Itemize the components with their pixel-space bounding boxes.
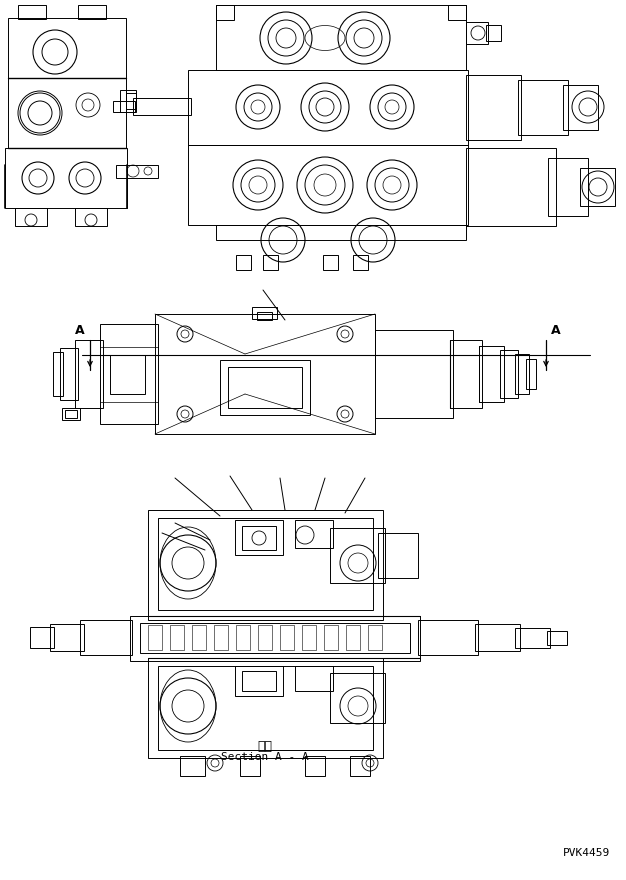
Bar <box>50 624 84 651</box>
Bar <box>368 625 382 650</box>
Bar <box>295 520 333 548</box>
Bar <box>375 330 453 418</box>
Text: Section A - A: Section A - A <box>221 752 309 762</box>
Bar <box>240 756 260 776</box>
Bar <box>324 625 338 650</box>
Bar <box>258 625 272 650</box>
Bar <box>280 625 294 650</box>
Bar <box>15 208 47 226</box>
Bar <box>75 208 107 226</box>
Bar <box>216 5 466 70</box>
Bar <box>80 620 132 655</box>
Bar <box>330 528 385 583</box>
Bar <box>350 756 370 776</box>
Bar <box>148 625 162 650</box>
Bar <box>170 625 184 650</box>
Bar <box>242 526 276 550</box>
Bar <box>30 627 54 648</box>
Bar <box>548 158 588 216</box>
Bar <box>466 148 556 226</box>
Bar <box>130 616 420 661</box>
Bar <box>450 340 482 408</box>
Bar <box>353 255 368 270</box>
Text: PVK4459: PVK4459 <box>563 848 610 858</box>
Bar <box>448 5 466 20</box>
Text: A: A <box>75 324 85 336</box>
Bar <box>235 520 283 555</box>
Bar <box>113 101 135 112</box>
Bar <box>252 307 277 319</box>
Bar <box>235 666 283 696</box>
Bar <box>62 408 80 420</box>
Bar <box>78 5 106 19</box>
Bar <box>500 350 518 398</box>
Bar <box>466 75 521 140</box>
Bar <box>518 80 568 135</box>
Bar <box>418 620 478 655</box>
Bar <box>330 673 385 723</box>
Bar <box>158 518 373 610</box>
Bar <box>220 360 310 415</box>
Bar <box>257 312 272 320</box>
Bar <box>18 5 46 19</box>
Bar <box>580 168 615 206</box>
Bar <box>242 671 276 691</box>
Bar <box>305 756 325 776</box>
Bar <box>563 85 598 130</box>
Bar <box>148 658 383 758</box>
Bar <box>479 346 504 402</box>
Bar <box>378 533 418 578</box>
Bar <box>302 625 316 650</box>
Bar <box>515 354 529 394</box>
Bar <box>236 625 250 650</box>
Bar <box>216 225 466 240</box>
Bar <box>216 5 234 20</box>
Bar <box>214 625 228 650</box>
Bar <box>295 666 333 691</box>
Text: 断面: 断面 <box>257 740 272 753</box>
Bar <box>158 666 373 750</box>
Bar <box>155 314 375 434</box>
Bar <box>5 148 127 208</box>
Bar <box>120 90 136 112</box>
Bar <box>228 367 302 408</box>
Bar <box>148 510 383 620</box>
Bar <box>100 324 158 424</box>
Bar <box>60 348 78 400</box>
Bar <box>188 70 468 145</box>
Bar <box>53 352 63 396</box>
Bar <box>346 625 360 650</box>
Bar <box>236 255 251 270</box>
Bar <box>126 93 136 109</box>
Bar <box>140 623 410 653</box>
Bar <box>180 756 205 776</box>
Bar <box>8 78 126 148</box>
Bar <box>8 18 126 78</box>
Bar <box>515 628 550 648</box>
Bar <box>192 625 206 650</box>
Bar <box>526 359 536 389</box>
Bar <box>486 25 501 41</box>
Bar <box>75 340 103 408</box>
Bar <box>547 631 567 645</box>
Bar <box>263 255 278 270</box>
Bar <box>133 98 191 115</box>
Bar <box>188 145 468 225</box>
Bar <box>323 255 338 270</box>
Text: A: A <box>551 324 561 336</box>
Bar <box>65 410 77 418</box>
Bar <box>466 22 488 44</box>
Bar <box>110 355 145 394</box>
Bar <box>475 624 520 651</box>
Bar <box>116 165 158 178</box>
